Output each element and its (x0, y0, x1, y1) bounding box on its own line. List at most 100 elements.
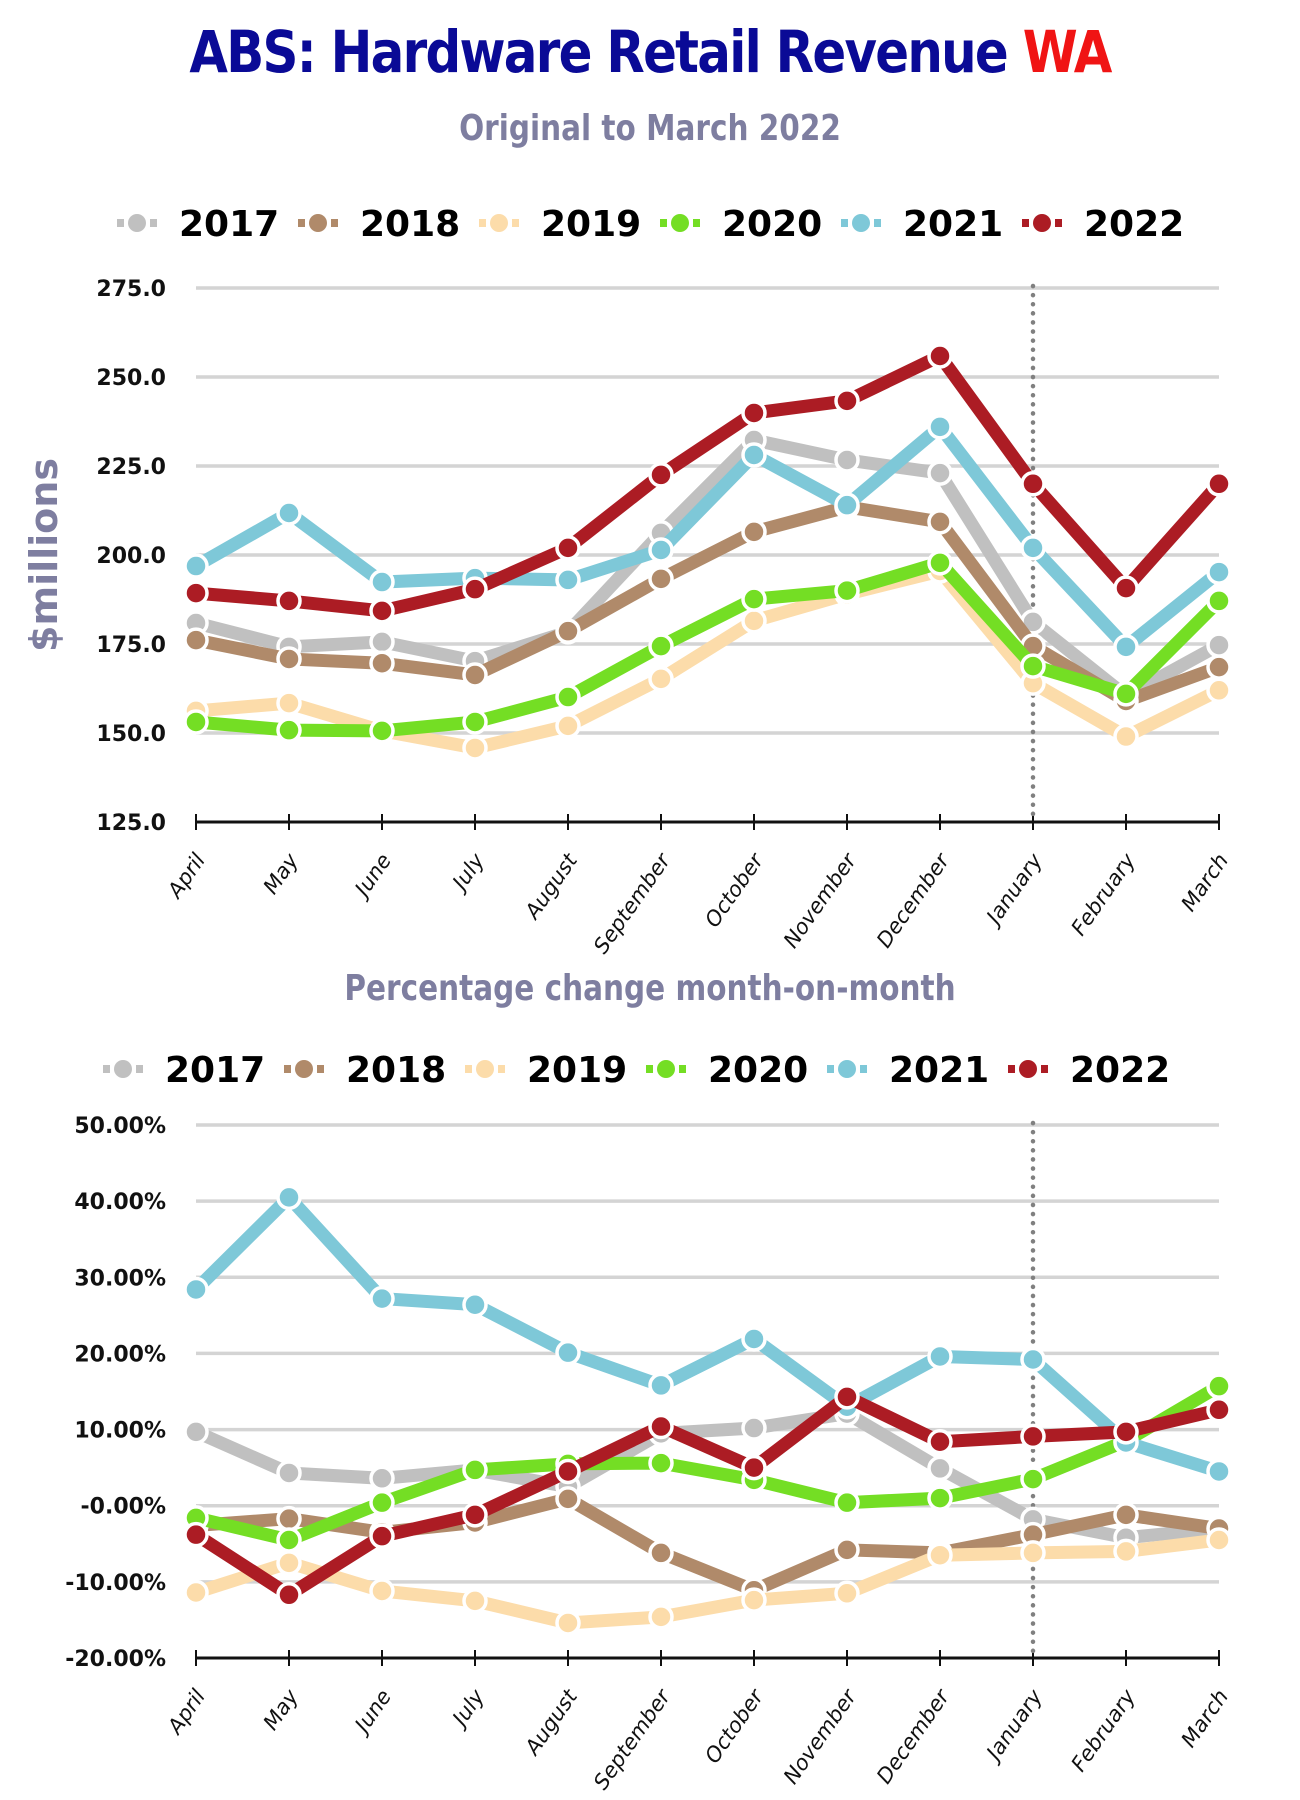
data-point-2019-may (276, 1550, 302, 1576)
legend-line-left (298, 219, 305, 227)
legend-line-left (660, 219, 667, 227)
legend-label: 2021 (889, 1050, 989, 1091)
series-line-2017 (194, 432, 1223, 704)
data-point-2017-november (834, 447, 860, 473)
x-tick-label: February (1066, 849, 1140, 940)
data-point-2022-november (834, 1384, 860, 1410)
legend-label: 2019 (527, 1050, 627, 1091)
x-tick-label: September (589, 848, 676, 958)
data-point-2018-may (276, 1505, 302, 1532)
series-line-2020 (195, 555, 1224, 738)
data-point-2019-november (834, 1580, 860, 1607)
series-line-2022 (195, 347, 1224, 618)
data-point-2021-october (741, 1326, 767, 1352)
data-point-2020-may (276, 717, 302, 743)
y-tick-label: 250.0 (96, 366, 166, 391)
data-point-2018-june (369, 650, 395, 676)
data-point-2020-july (462, 709, 488, 735)
legend: 2017 2018 2019 2020 2021 2022 (117, 204, 1184, 245)
series-line-2022 (192, 1389, 1221, 1603)
data-point-2022-october (741, 400, 767, 426)
data-point-2019-september (648, 666, 674, 692)
y-tick-label: 10.00% (74, 1419, 166, 1444)
x-tick-label: December (872, 848, 955, 952)
chart-2: 2017 2018 2019 2020 2021 2022 -20.00% -10.00% -0… (65, 1050, 1233, 1794)
data-point-2017-december (927, 1455, 953, 1482)
y-tick-label: -20.00% (65, 1647, 166, 1672)
data-point-2020-september (648, 633, 674, 659)
legend-line-left (479, 219, 486, 227)
x-tick-label: October (700, 1684, 769, 1768)
legend-item-2019: 2019 (479, 204, 641, 245)
data-point-2020-august (555, 684, 581, 710)
x-tick-label: August (519, 848, 582, 924)
data-point-2021-may (276, 500, 302, 526)
series-2020 (183, 550, 1232, 744)
data-point-2019-april (183, 1579, 209, 1606)
legend-line-left (465, 1065, 472, 1073)
data-point-2022-may (276, 588, 302, 614)
data-point-2021-august (555, 567, 581, 593)
data-point-2022-october (741, 1454, 767, 1481)
x-tick-label: July (445, 849, 489, 897)
legend-item-2018: 2018 (284, 1050, 446, 1091)
legend-item-2017: 2017 (117, 204, 279, 245)
legend-line-left (1022, 219, 1029, 227)
x-tick-label: December (872, 1684, 955, 1788)
data-point-2022-march (1206, 1397, 1232, 1423)
data-point-2021-september (648, 1372, 674, 1399)
data-point-2018-may (276, 646, 302, 672)
data-point-2019-february (1113, 723, 1139, 750)
series-line-2019 (194, 1533, 1220, 1630)
data-point-2021-march (1206, 1458, 1232, 1485)
data-point-2022-july (462, 1502, 488, 1528)
y-tick-label: 20.00% (74, 1342, 166, 1367)
data-point-2018-april (183, 627, 209, 653)
data-point-2022-may (276, 1582, 302, 1608)
data-point-2018-october (741, 519, 767, 545)
data-point-2022-june (369, 1523, 395, 1549)
data-point-2018-august (555, 1486, 581, 1512)
legend-line-right (860, 1065, 867, 1073)
data-point-2018-february (1113, 1502, 1139, 1528)
data-point-2020-november (834, 577, 860, 604)
data-point-2022-september (648, 462, 674, 488)
series-line-2021 (191, 1187, 1221, 1478)
legend-item-2019: 2019 (465, 1050, 627, 1091)
data-point-2017-april (183, 1419, 209, 1445)
legend-label: 2022 (1084, 204, 1184, 245)
legend-line-right (1055, 219, 1062, 227)
series-line-2018 (194, 500, 1222, 709)
x-tick-label: April (162, 849, 210, 904)
data-point-2019-january (1020, 1540, 1046, 1566)
data-point-2021-february (1113, 634, 1139, 660)
legend-line-right (679, 1065, 686, 1073)
legend-label: 2017 (165, 1050, 265, 1091)
data-point-2018-august (555, 618, 581, 644)
x-tick-label: June (348, 1685, 396, 1740)
chart-1: 2017 2018 2019 2020 2021 2022 125.0 150.0 175.0 2… (22, 204, 1233, 958)
chart-title-accent: WA (1022, 18, 1113, 86)
data-point-2022-january (1020, 1423, 1046, 1450)
legend-marker (309, 214, 327, 232)
y-tick-label: -10.00% (65, 1571, 166, 1596)
data-point-2020-december (927, 1485, 953, 1511)
x-tick-label: March (1176, 849, 1233, 916)
y-tick-label: 200.0 (96, 544, 166, 569)
legend-label: 2021 (903, 204, 1003, 245)
legend-item-2020: 2020 (646, 1050, 808, 1091)
data-point-2018-november (834, 1537, 860, 1563)
data-point-2019-july (462, 1588, 488, 1614)
x-tick-label: January (979, 1685, 1047, 1768)
legend-line-right (512, 219, 519, 227)
data-point-2021-may (276, 1184, 302, 1211)
data-point-2020-november (834, 1489, 860, 1516)
data-point-2019-may (276, 690, 302, 716)
data-point-2018-september (648, 1540, 674, 1566)
data-point-2022-december (927, 343, 953, 369)
data-point-2021-october (741, 442, 767, 468)
chart-title-main: ABS: Hardware Retail Revenue (189, 18, 1023, 86)
y-tick-label: -0.00% (81, 1495, 166, 1520)
legend-line-right (874, 219, 881, 227)
